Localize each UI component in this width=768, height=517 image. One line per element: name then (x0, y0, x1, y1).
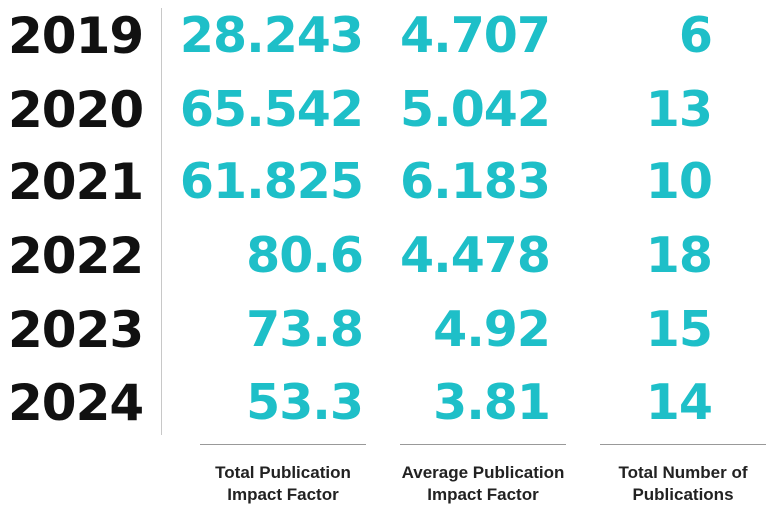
average-impact-factor-value: 6.183 (400, 153, 551, 210)
total-impact-factor-value: 65.542 (179, 81, 364, 138)
year-label: 2020 (8, 81, 144, 139)
publication-count-value: 15 (645, 301, 713, 358)
column-rule-average (400, 444, 566, 445)
year-label: 2023 (8, 301, 144, 359)
average-impact-factor-value: 4.478 (400, 227, 551, 284)
year-label: 2022 (8, 227, 144, 285)
column-header-publication-count: Total Number of Publications (618, 463, 748, 504)
average-impact-factor-value: 3.81 (433, 374, 551, 431)
column-header-average-impact-factor: Average Publication Impact Factor (401, 463, 565, 504)
average-impact-factor-value: 4.707 (400, 7, 551, 64)
vertical-divider (161, 8, 162, 435)
total-impact-factor-value: 53.3 (246, 374, 364, 431)
total-impact-factor-value: 73.8 (246, 301, 364, 358)
average-impact-factor-value: 4.92 (433, 301, 551, 358)
publication-count-value: 10 (645, 153, 713, 210)
year-label: 2019 (8, 7, 144, 65)
column-header-total-impact-factor: Total Publication Impact Factor (215, 463, 351, 504)
year-label: 2024 (8, 374, 144, 432)
total-impact-factor-value: 61.825 (179, 153, 364, 210)
publication-count-value: 14 (645, 374, 713, 431)
column-rule-count (600, 444, 766, 445)
year-label: 2021 (8, 153, 144, 211)
publication-count-value: 18 (645, 227, 713, 284)
total-impact-factor-value: 28.243 (179, 7, 364, 64)
publication-count-value: 6 (678, 7, 713, 64)
publication-count-value: 13 (645, 81, 713, 138)
column-rule-total (200, 444, 366, 445)
total-impact-factor-value: 80.6 (246, 227, 364, 284)
average-impact-factor-value: 5.042 (400, 81, 551, 138)
